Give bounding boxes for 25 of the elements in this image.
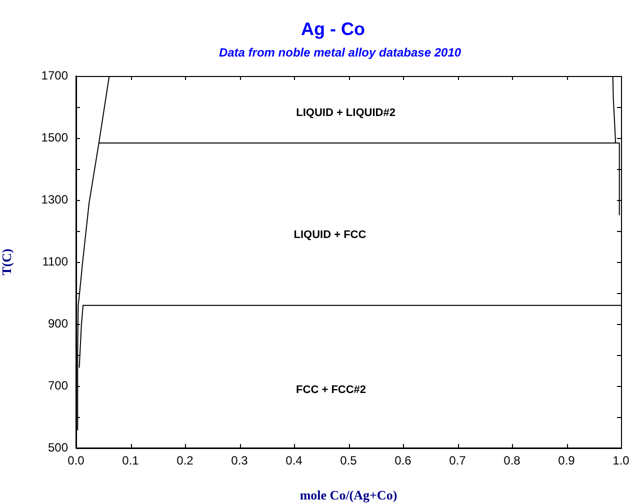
x-tick-label: 0.0 xyxy=(68,454,85,468)
y-tick-label: 1700 xyxy=(41,68,68,82)
chart-title: Ag - Co xyxy=(301,18,365,39)
x-tick-label: 0.6 xyxy=(394,454,412,468)
x-tick-label: 0.8 xyxy=(504,454,521,468)
x-tick-label: 0.7 xyxy=(449,454,466,468)
x-tick-label: 0.2 xyxy=(176,454,194,468)
annotation: FCC + FCC#2 xyxy=(296,384,366,396)
y-tick-label: 700 xyxy=(48,378,68,392)
y-tick-label: 1500 xyxy=(41,130,68,144)
x-tick-label: 0.1 xyxy=(122,454,140,468)
x-tick-label: 0.9 xyxy=(558,454,576,468)
annotation: LIQUID + LIQUID#2 xyxy=(296,107,396,120)
x-tick-label: 0.5 xyxy=(340,454,358,468)
y-tick-label: 500 xyxy=(48,440,68,454)
x-tick-label: 1.0 xyxy=(612,454,630,468)
y-tick-label: 1300 xyxy=(41,192,68,206)
chart-subtitle: Data from noble metal alloy database 2010 xyxy=(218,45,462,60)
x-tick-label: 0.3 xyxy=(231,454,248,468)
y-tick-label: 1100 xyxy=(42,254,68,268)
x-tick-label: 0.4 xyxy=(286,454,303,468)
y-tick-label: 900 xyxy=(48,316,68,330)
x-axis-title: mole Co/(Ag+Co) xyxy=(300,488,398,503)
annotation: LIQUID + FCC xyxy=(294,228,366,241)
y-axis-title: T(C) xyxy=(0,248,14,276)
